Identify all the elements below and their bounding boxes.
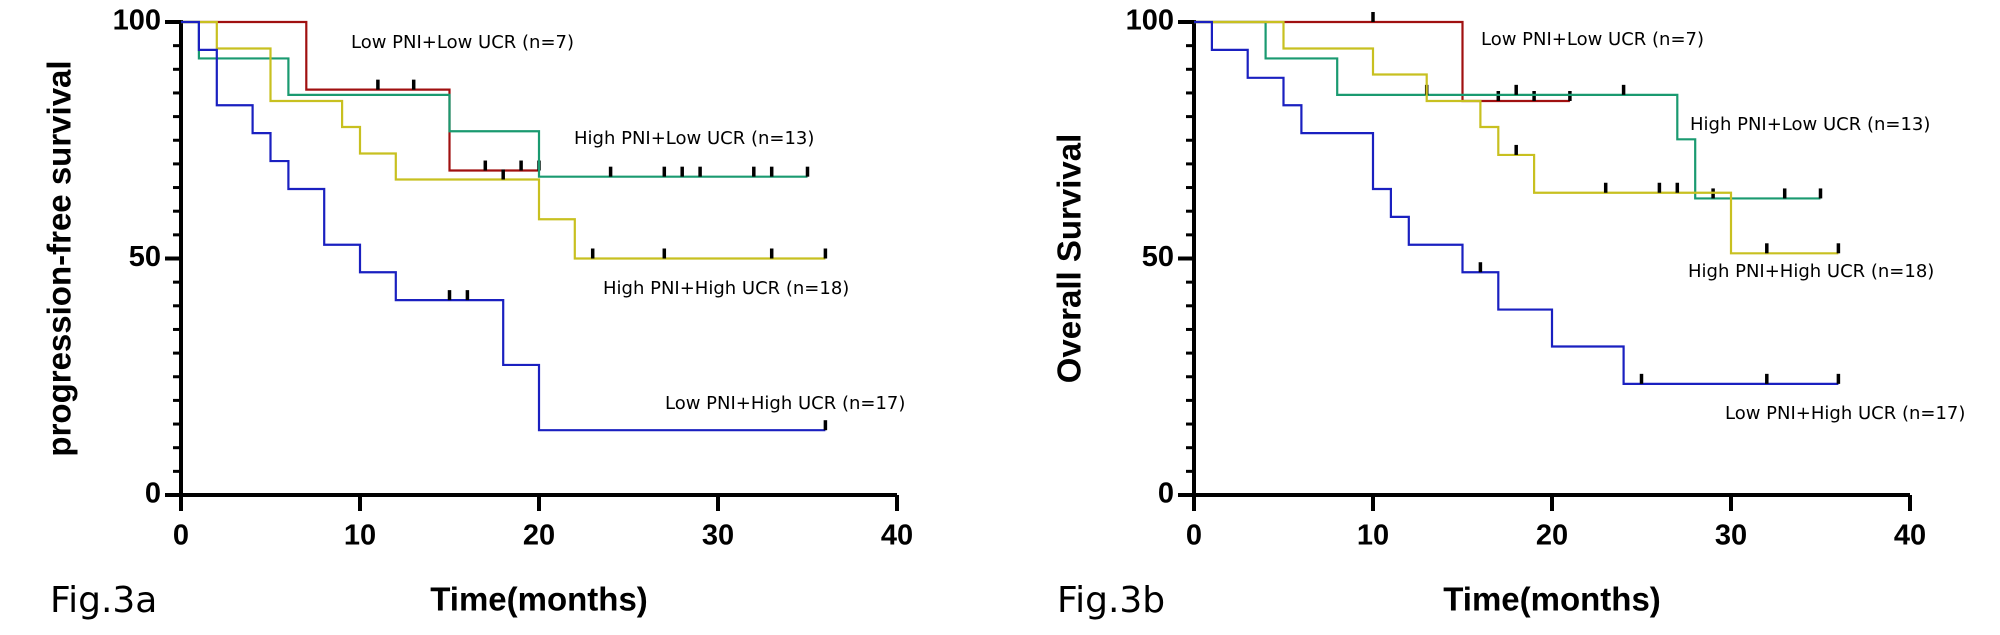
x-tick-label: 0 [1186, 520, 1202, 552]
series-label: High PNI+Low UCR (n=13) [1690, 114, 1930, 135]
figure-caption: Fig.3b [1057, 580, 1165, 621]
x-tick-label: 10 [344, 520, 376, 552]
survival-curve [181, 20, 826, 432]
y-tick-label: 100 [1126, 5, 1174, 37]
x-tick-label: 30 [702, 520, 734, 552]
series-label: Low PNI+High UCR (n=17) [665, 393, 905, 414]
y-tick-label: 100 [113, 5, 161, 37]
x-tick-label: 30 [1715, 520, 1747, 552]
x-tick-label: 40 [881, 520, 913, 552]
y-tick-label: 50 [1142, 241, 1174, 273]
survival-curve [1194, 20, 1821, 200]
figure-caption: Fig.3a [50, 580, 157, 621]
series-label: High PNI+High UCR (n=18) [603, 278, 849, 299]
series-label: High PNI+Low UCR (n=13) [574, 128, 814, 149]
x-tick-label: 10 [1357, 520, 1389, 552]
x-tick-label: 0 [173, 520, 189, 552]
x-axis-title: Time(months) [430, 581, 648, 618]
survival-curve [1194, 20, 1839, 255]
y-tick-label: 50 [129, 241, 161, 273]
x-axis-title: Time(months) [1443, 581, 1661, 618]
series-label: Low PNI+High UCR (n=17) [1725, 403, 1965, 424]
y-tick-label: 0 [1158, 478, 1174, 510]
x-tick-label: 40 [1894, 520, 1926, 552]
x-tick-label: 20 [523, 520, 555, 552]
y-axis-title: Overall Survival [1051, 134, 1088, 383]
y-tick-label: 0 [145, 478, 161, 510]
survival-curve [1194, 20, 1839, 385]
y-axis-title: progression-free survival [41, 60, 78, 456]
x-tick-label: 20 [1536, 520, 1568, 552]
series-label: Low PNI+Low UCR (n=7) [1481, 29, 1704, 50]
survival-curve [1194, 20, 1570, 103]
series-label: Low PNI+Low UCR (n=7) [351, 32, 574, 53]
survival-curve [181, 20, 826, 260]
series-label: High PNI+High UCR (n=18) [1688, 261, 1934, 282]
